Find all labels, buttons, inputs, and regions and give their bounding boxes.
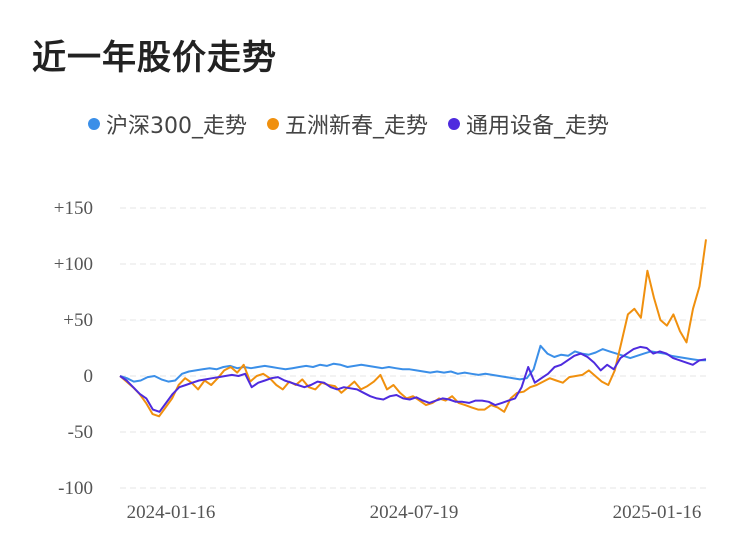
y-tick-label: +50 bbox=[63, 310, 93, 331]
y-tick-label: +150 bbox=[54, 198, 93, 219]
legend-dot-wzxc bbox=[267, 118, 279, 130]
y-tick-label: -100 bbox=[58, 478, 93, 499]
series-line-tysb bbox=[119, 345, 707, 413]
series-line-hs300 bbox=[119, 344, 706, 383]
legend-item-tysb[interactable]: 通用设备_走势 bbox=[448, 108, 609, 140]
legend-label-tysb: 通用设备_走势 bbox=[466, 114, 610, 139]
legend-dot-tysb bbox=[448, 118, 461, 130]
x-tick-label: 2024-07-19 bbox=[370, 502, 459, 523]
legend-label-wzxc: 五洲新春_走势 bbox=[285, 114, 429, 139]
legend-dot-hs300 bbox=[88, 118, 100, 130]
legend-item-wzxc[interactable]: 五洲新春_走势 bbox=[267, 108, 428, 140]
legend-item-hs300[interactable]: 沪深300_走势 bbox=[88, 108, 247, 140]
y-tick-label: -50 bbox=[68, 422, 93, 443]
chart-legend: 沪深300_走势 五洲新春_走势 通用设备_走势 bbox=[88, 108, 609, 140]
chart-title: 近一年股价走势 bbox=[32, 38, 277, 78]
y-tick-label: +100 bbox=[54, 254, 93, 275]
y-tick-label: 0 bbox=[84, 366, 94, 387]
x-tick-label: 2024-01-16 bbox=[127, 502, 216, 523]
x-tick-label: 2025-01-16 bbox=[613, 502, 702, 523]
legend-label-hs300: 沪深300_走势 bbox=[106, 114, 247, 139]
series-line-wzxc bbox=[119, 239, 707, 418]
